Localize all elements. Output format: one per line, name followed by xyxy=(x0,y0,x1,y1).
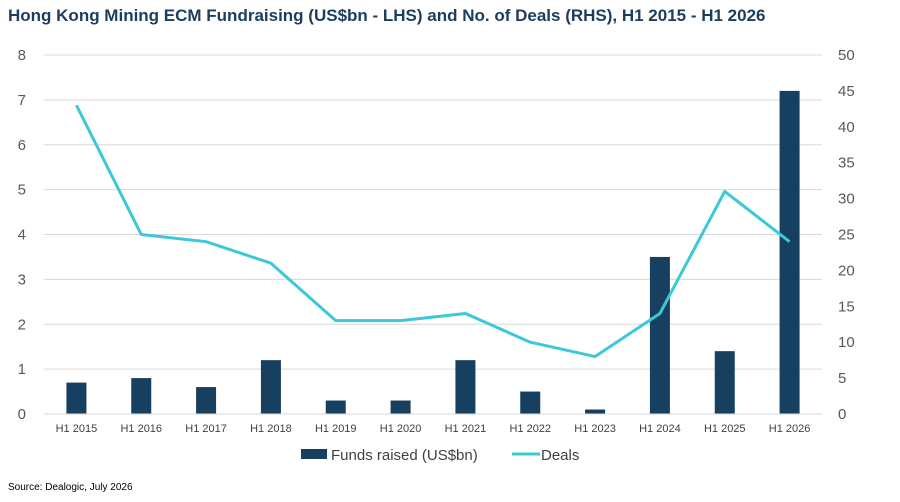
left-tick-label: 6 xyxy=(18,137,26,154)
legend-label-deals: Deals xyxy=(541,447,579,464)
bar xyxy=(325,400,346,414)
left-tick-label: 1 xyxy=(18,361,26,378)
bar xyxy=(196,387,217,414)
right-tick-label: 5 xyxy=(838,370,846,387)
bar xyxy=(455,360,476,414)
right-tick-label: 0 xyxy=(838,406,846,423)
left-tick-label: 3 xyxy=(18,271,26,288)
left-y-axis: 0 1 2 3 4 5 6 7 8 xyxy=(18,47,26,423)
right-tick-label: 35 xyxy=(838,155,855,172)
bar-series-funds-raised xyxy=(66,90,800,415)
x-tick-label: H1 2015 xyxy=(56,423,98,435)
left-tick-label: 8 xyxy=(18,47,26,64)
right-tick-label: 25 xyxy=(838,227,855,244)
x-axis: H1 2015 H1 2016 H1 2017 H1 2018 H1 2019 H1 20… xyxy=(44,413,822,435)
bar xyxy=(66,382,87,414)
left-tick-label: 0 xyxy=(18,406,26,423)
deals-line xyxy=(75,104,791,359)
right-y-axis: 0 5 10 15 20 25 30 35 40 45 50 xyxy=(838,47,855,423)
x-tick-label: H1 2019 xyxy=(315,423,357,435)
x-tick-label: H1 2023 xyxy=(574,423,616,435)
x-tick-label: H1 2021 xyxy=(445,423,487,435)
left-tick-label: 4 xyxy=(18,227,26,244)
right-tick-label: 10 xyxy=(838,334,855,351)
bar xyxy=(649,256,670,414)
right-tick-label: 50 xyxy=(838,47,855,64)
legend: Funds raised (US$bn) Deals xyxy=(301,447,579,464)
bar xyxy=(779,90,800,415)
right-tick-label: 20 xyxy=(838,262,855,279)
right-tick-label: 15 xyxy=(838,298,855,315)
source-note: Source: Dealogic, July 2026 xyxy=(8,482,133,493)
right-tick-label: 45 xyxy=(838,83,855,100)
x-tick-label: H1 2016 xyxy=(120,423,162,435)
gridlines xyxy=(44,54,822,415)
bar xyxy=(520,391,541,414)
legend-swatch-funds xyxy=(301,449,327,459)
chart-title: Hong Kong Mining ECM Fundraising (US$bn … xyxy=(8,6,766,25)
x-tick-label: H1 2024 xyxy=(639,423,681,435)
left-tick-label: 5 xyxy=(18,182,26,199)
right-tick-label: 40 xyxy=(838,119,855,136)
line-series-deals xyxy=(75,104,791,359)
bar xyxy=(714,351,735,414)
bar xyxy=(131,378,152,414)
bar xyxy=(390,400,411,414)
bar xyxy=(260,360,281,414)
x-tick-label: H1 2022 xyxy=(509,423,551,435)
left-tick-label: 2 xyxy=(18,316,26,333)
x-tick-label: H1 2018 xyxy=(250,423,292,435)
x-tick-label: H1 2026 xyxy=(769,423,811,435)
x-tick-label: H1 2017 xyxy=(185,423,227,435)
right-tick-label: 30 xyxy=(838,191,855,208)
bar xyxy=(585,409,606,414)
x-tick-label: H1 2025 xyxy=(704,423,746,435)
left-tick-label: 7 xyxy=(18,92,26,109)
x-tick-label: H1 2020 xyxy=(380,423,422,435)
legend-label-funds: Funds raised (US$bn) xyxy=(331,447,478,464)
